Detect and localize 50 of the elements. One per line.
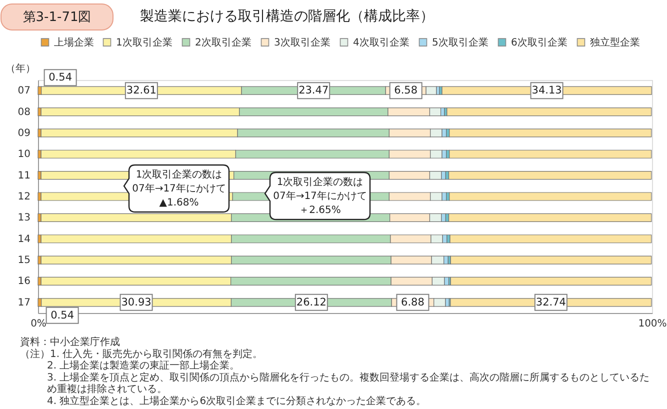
data-label: 6.88: [401, 296, 424, 308]
legend-label: 4次取引企業: [353, 36, 410, 48]
x-tick-label: 0%: [30, 318, 46, 330]
bar: [448, 213, 652, 222]
data-label: 32.61: [126, 84, 156, 97]
chart-title: 製造業における取引構造の階層化（構成比率）: [140, 8, 434, 24]
data-label: 6.58: [394, 84, 418, 97]
text: （注）1. 仕入先・販売先から取引関係の有無を判定。: [20, 348, 263, 360]
text: 4. 独立型企業とは、上場企業から6次取引企業までに分類されなかった企業である。: [47, 395, 426, 407]
legend-label: 5次取引企業: [432, 36, 488, 48]
legend-label: 1次取引企業: [116, 36, 172, 48]
y-tick-label: 14: [18, 234, 30, 245]
data-label: 26.12: [296, 296, 326, 308]
data-label: 23.47: [298, 84, 329, 97]
bar: [449, 128, 652, 138]
text: 2. 上場企業は製造業の東証一部上場企業。: [47, 360, 240, 372]
annotation: 1次取引企業の数は07年→17年にかけて▲1.68%: [132, 168, 226, 208]
chart-subtitle: 第3-1-71図: [22, 10, 92, 25]
annotation: 1次取引企業の数は07年→17年にかけて＋2.65%: [273, 176, 367, 216]
bar: [450, 234, 652, 244]
bar: [450, 276, 652, 286]
bar: [449, 150, 652, 158]
data-label: 34.13: [532, 84, 562, 97]
y-tick-label: 08: [18, 106, 30, 118]
data-label: 0.54: [50, 309, 74, 322]
y-tick-label: 16: [18, 276, 30, 288]
data-label: 32.74: [536, 296, 566, 308]
x-tick-label: 100%: [638, 318, 667, 330]
legend-label: 独立型企業: [590, 36, 640, 48]
bar: [448, 171, 652, 180]
y-tick-label: 09: [18, 128, 30, 139]
bar: [449, 192, 652, 201]
y-tick-label: 15: [18, 255, 30, 266]
legend-label: 3次取引企業: [274, 36, 330, 48]
text: 資料：中小企業庁作成: [20, 336, 120, 348]
legend-label: 6次取引企業: [511, 36, 568, 48]
y-tick-label: 10: [18, 149, 30, 160]
bar: [446, 107, 652, 116]
data-label: 30.93: [121, 296, 152, 308]
y-tick-label: 17: [18, 297, 30, 308]
y-axis-title: （年）: [6, 62, 36, 74]
y-tick-label: 07: [18, 86, 30, 97]
text: 3. 上場企業を頂点と定め、取引関係の頂点から階層化を行ったもの。複数回登場する企業は、高次の階層に所属するものとしているため重複は排除されている。: [47, 371, 650, 396]
y-tick-label: 12: [18, 192, 30, 202]
bar: [450, 256, 652, 264]
legend-label: 上場企業: [54, 36, 94, 48]
legend-label: 2次取引企業: [195, 36, 252, 48]
y-tick-label: 13: [18, 212, 30, 224]
y-tick-label: 11: [18, 170, 30, 182]
data-label: 0.54: [48, 72, 72, 84]
